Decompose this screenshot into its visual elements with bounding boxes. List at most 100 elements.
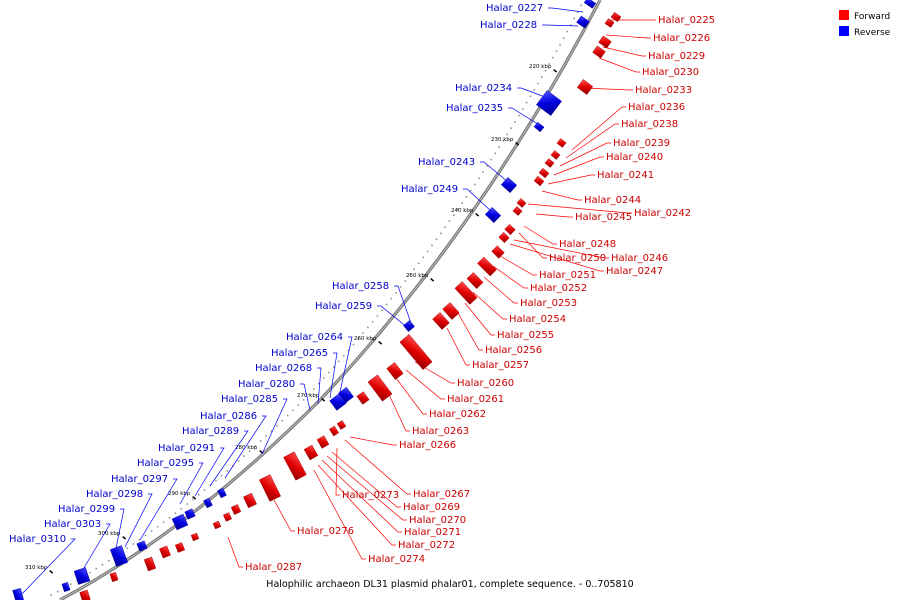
minor-tick xyxy=(57,590,59,593)
forward-leader-line xyxy=(518,232,547,259)
forward-gene-feature xyxy=(576,79,594,95)
scale-tick-label: 220 kbp xyxy=(529,64,552,70)
minor-tick xyxy=(444,226,446,229)
minor-tick xyxy=(474,183,476,186)
forward-gene-label: Halar_0261 xyxy=(447,394,504,405)
gene-labels: Halar_0227 Halar_0228 Halar_0234 Halar_0235… xyxy=(9,3,715,573)
forward-gene-label: Halar_0253 xyxy=(520,298,577,309)
minor-tick xyxy=(435,238,438,241)
reverse-leader-line xyxy=(394,285,413,327)
minor-tick xyxy=(502,140,504,142)
minor-tick xyxy=(297,404,300,406)
forward-leader-line xyxy=(553,156,604,176)
minor-tick xyxy=(95,567,97,570)
major-tick-mark xyxy=(192,495,197,500)
forward-gene-feature xyxy=(610,11,622,23)
scale-tick-label: 280 kbp xyxy=(235,445,258,451)
forward-gene-feature xyxy=(550,150,561,160)
minor-tick xyxy=(138,539,141,541)
forward-gene-feature xyxy=(143,556,157,572)
forward-leader-line xyxy=(483,276,518,304)
reverse-gene-label: Halar_0297 xyxy=(111,474,168,485)
reverse-gene-feature xyxy=(576,15,590,29)
minor-tick xyxy=(69,583,72,585)
forward-gene-feature xyxy=(174,542,186,553)
forward-gene-feature xyxy=(466,272,484,289)
minor-tick xyxy=(357,338,360,340)
minor-tick xyxy=(469,189,472,192)
reverse-leader-line xyxy=(209,430,249,487)
minor-tick xyxy=(292,409,294,412)
major-tick-mark xyxy=(49,569,54,574)
map-caption: Halophilic archaeon DL31 plasmid phalar0… xyxy=(266,579,633,590)
forward-gene-label: Halar_0269 xyxy=(403,502,460,513)
forward-gene-label: Halar_0244 xyxy=(584,195,641,206)
minor-tick xyxy=(399,286,402,288)
minor-tick xyxy=(395,292,397,294)
minor-tick xyxy=(144,534,147,537)
reverse-gene-label: Halar_0280 xyxy=(238,379,295,390)
forward-leader-line xyxy=(331,451,401,508)
minor-tick xyxy=(514,121,516,123)
minor-tick xyxy=(259,440,262,442)
minor-ticks xyxy=(50,4,583,596)
minor-tick xyxy=(552,56,554,59)
minor-tick xyxy=(529,95,532,98)
minor-tick xyxy=(270,430,273,432)
forward-gene-feature xyxy=(533,175,545,187)
forward-gene-feature xyxy=(491,245,505,259)
forward-gene-feature xyxy=(556,138,567,148)
forward-gene-feature xyxy=(544,158,555,168)
forward-leader-line xyxy=(492,265,528,289)
minor-tick xyxy=(422,256,424,259)
minor-tick xyxy=(186,503,188,505)
reverse-gene-feature xyxy=(61,582,71,592)
forward-leader-line xyxy=(464,302,495,336)
reverse-gene-feature xyxy=(12,587,26,600)
minor-tick xyxy=(566,30,568,33)
major-tick-mark xyxy=(259,449,264,454)
minor-tick xyxy=(548,63,550,65)
scale-tick-label: 230 kbp xyxy=(491,137,514,143)
legend-swatch-reverse xyxy=(839,26,849,36)
minor-tick xyxy=(50,594,53,596)
forward-gene-label: Halar_0248 xyxy=(559,239,616,250)
minor-tick xyxy=(381,309,383,311)
forward-gene-label: Halar_0271 xyxy=(404,527,461,538)
reverse-gene-feature xyxy=(583,0,597,9)
reverse-leader-line xyxy=(124,493,153,548)
reverse-gene-feature xyxy=(110,545,128,567)
forward-gene-label: Halar_0274 xyxy=(368,554,425,565)
minor-tick xyxy=(338,360,340,363)
forward-gene-feature xyxy=(243,492,257,509)
forward-gene-feature xyxy=(109,572,119,582)
forward-leader-line xyxy=(385,387,410,432)
reverse-gene-label: Halar_0228 xyxy=(480,20,537,31)
minor-tick xyxy=(168,516,171,519)
reverse-gene-label: Halar_0235 xyxy=(446,103,503,114)
reverse-gene-feature xyxy=(536,90,562,116)
reverse-leader-line xyxy=(317,367,322,405)
minor-tick xyxy=(498,146,501,148)
minor-tick xyxy=(404,280,406,282)
minor-tick xyxy=(220,474,223,477)
minor-tick xyxy=(478,177,480,180)
forward-leader-line xyxy=(446,327,470,366)
minor-tick xyxy=(367,326,369,329)
reverse-gene-label: Halar_0295 xyxy=(137,458,194,469)
forward-leader-line xyxy=(349,436,397,446)
minor-tick xyxy=(533,89,535,91)
minor-tick xyxy=(440,232,442,235)
forward-gene-feature xyxy=(604,18,615,28)
forward-gene-feature xyxy=(538,167,550,179)
forward-leader-line xyxy=(405,369,445,400)
forward-gene-label: Halar_0236 xyxy=(628,102,685,113)
minor-tick xyxy=(302,399,305,401)
forward-leader-line xyxy=(571,106,626,151)
reverse-leader-line xyxy=(463,188,493,213)
reverse-leader-line xyxy=(179,462,204,505)
reverse-gene-label: Halar_0291 xyxy=(158,443,215,454)
minor-tick xyxy=(540,76,543,78)
forward-gene-feature xyxy=(498,231,510,244)
